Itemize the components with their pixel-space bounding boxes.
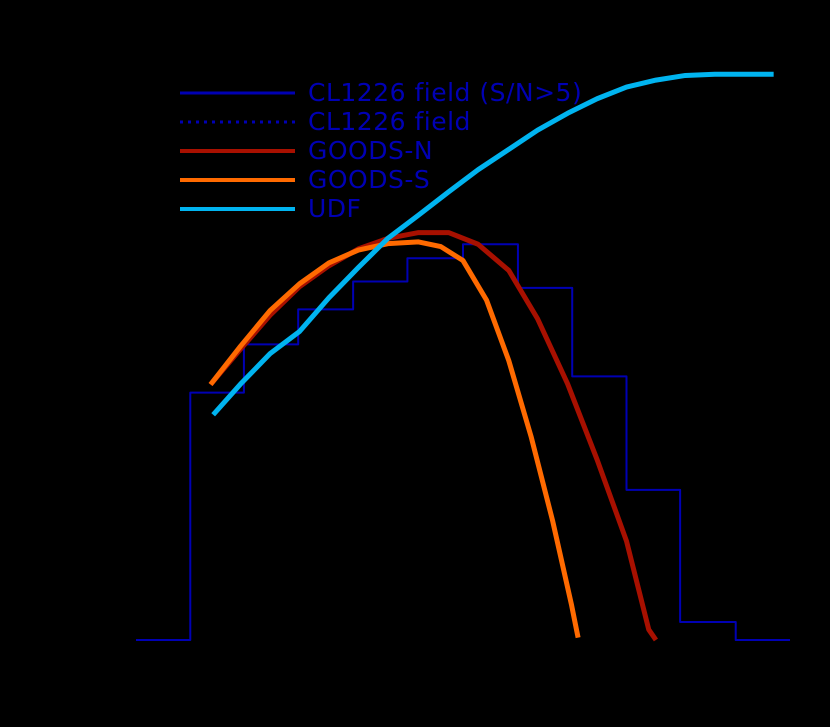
legend-entry-cl1226_field_sn5: CL1226 field (S/N>5): [180, 78, 582, 107]
chart-legend: CL1226 field (S/N>5)CL1226 fieldGOODS-NG…: [180, 78, 582, 223]
legend-label-cl1226_field: CL1226 field: [308, 107, 471, 136]
series-udf: [211, 71, 774, 417]
legend-entry-cl1226_field: CL1226 field: [180, 107, 471, 136]
legend-entry-goods_n: GOODS-N: [180, 136, 433, 165]
series-cl1226_field_sn5: [136, 243, 790, 641]
legend-label-goods_n: GOODS-N: [308, 136, 433, 165]
series-goods_n: [208, 230, 658, 642]
series-layer: [136, 71, 790, 642]
legend-label-cl1226_field_sn5: CL1226 field (S/N>5): [308, 78, 582, 107]
legend-label-udf: UDF: [308, 194, 361, 223]
legend-entry-udf: UDF: [180, 194, 361, 223]
legend-entry-goods_s: GOODS-S: [180, 165, 430, 194]
legend-label-goods_s: GOODS-S: [308, 165, 430, 194]
series-goods_s: [208, 239, 581, 639]
